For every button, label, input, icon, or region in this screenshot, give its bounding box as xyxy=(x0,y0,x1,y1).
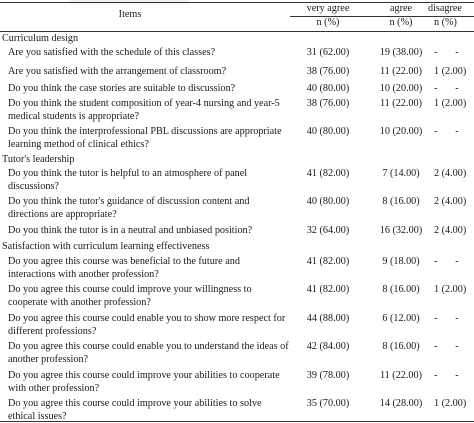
table-cell-disagree: 1 (2.00) xyxy=(434,98,467,109)
table-cell-disagree: - - xyxy=(434,313,459,324)
table-row-item: Are you satisfied with the arrangement o… xyxy=(8,66,227,77)
table-cell-very-agree: 39 (78.00) xyxy=(306,370,350,381)
table-cell-agree: 9 (18.00) xyxy=(382,256,420,267)
table-cell-agree: 19 (38.00) xyxy=(379,47,423,58)
table-cell-disagree: - - xyxy=(434,341,459,352)
table-row-item: Do you agree this course could enable yo… xyxy=(8,313,286,337)
table-cell-agree: 10 (20.00) xyxy=(379,83,423,94)
table-cell-very-agree: 44 (88.00) xyxy=(306,313,350,324)
table-cell-very-agree: 40 (80.00) xyxy=(306,83,350,94)
table-cell-very-agree: 32 (64.00) xyxy=(306,225,350,236)
table-cell-very-agree: 38 (76.00) xyxy=(306,98,350,109)
table-row-item: Do you think the tutor is helpful to an … xyxy=(8,168,248,192)
disagree-sub: n (%) xyxy=(434,17,457,28)
table-cell-disagree: - - xyxy=(434,370,459,381)
table-cell-agree: 8 (16.00) xyxy=(382,196,420,207)
section-title: Curriculum design xyxy=(2,33,79,44)
table-cell-agree: 14 (28.00) xyxy=(379,398,423,409)
table-row-item: Do you think the case stories are suitab… xyxy=(8,83,236,94)
table-cell-disagree: 1 (2.00) xyxy=(434,398,467,409)
table-cell-disagree: - - xyxy=(434,126,459,137)
table-cell-agree: 16 (32.00) xyxy=(379,225,423,236)
table-row-item: Do you think the tutor is in a neutral a… xyxy=(8,225,253,236)
table-cell-disagree: 1 (2.00) xyxy=(434,284,467,295)
items-header: Items xyxy=(118,9,142,20)
table-cell-very-agree: 42 (84.00) xyxy=(306,341,350,352)
table-row-item: Do you think the tutor's guidance of dis… xyxy=(8,196,250,220)
table-cell-disagree: 2 (4.00) xyxy=(434,196,467,207)
table-cell-very-agree: 40 (80.00) xyxy=(306,126,350,137)
table-row-item: Do you think the student composition of … xyxy=(8,98,280,122)
table-cell-very-agree: 41 (82.00) xyxy=(306,168,350,179)
section-title: Tutor's leadership xyxy=(2,154,75,165)
table-row-item: Do you agree this course could improve y… xyxy=(8,284,252,308)
section-title: Satisfaction with curriculum learning ef… xyxy=(2,241,210,252)
very-agree-sub: n (%) xyxy=(316,17,340,28)
table-cell-agree: 8 (16.00) xyxy=(382,341,420,352)
table-row-item: Do you agree this course was beneficial … xyxy=(8,256,240,280)
table-cell-disagree: - - xyxy=(434,83,459,94)
table-cell-disagree: - - xyxy=(434,47,459,58)
table-cell-agree: 11 (22.00) xyxy=(379,66,423,77)
table-cell-disagree: 2 (4.00) xyxy=(434,168,467,179)
table-cell-disagree: 1 (2.00) xyxy=(434,66,467,77)
table-row-item: Are you satisfied with the schedule of t… xyxy=(8,47,216,58)
top-rule xyxy=(0,2,474,3)
table-cell-very-agree: 31 (62.00) xyxy=(306,47,350,58)
table-row-item: Do you think the interprofessional PBL d… xyxy=(8,126,282,150)
table-cell-agree: 8 (16.00) xyxy=(382,284,420,295)
table-cell-disagree: 2 (4.00) xyxy=(434,225,467,236)
header-mid-rule xyxy=(290,16,474,17)
table-cell-agree: 11 (22.00) xyxy=(379,98,423,109)
table-cell-agree: 11 (22.00) xyxy=(379,370,423,381)
table-cell-very-agree: 41 (82.00) xyxy=(306,284,350,295)
bottom-rule xyxy=(0,421,474,422)
disagree-header: disagree xyxy=(428,3,462,14)
table-cell-very-agree: 38 (76.00) xyxy=(306,66,350,77)
table-cell-very-agree: 40 (80.00) xyxy=(306,196,350,207)
table-row-item: Do you agree this course could improve y… xyxy=(8,370,280,394)
very-agree-header: very agree xyxy=(306,3,350,14)
table-cell-disagree: - - xyxy=(434,256,459,267)
agree-header: agree xyxy=(389,3,413,14)
agree-sub: n (%) xyxy=(389,17,413,28)
table-cell-agree: 10 (20.00) xyxy=(379,126,423,137)
header-bottom-rule xyxy=(0,31,474,32)
table-cell-agree: 6 (12.00) xyxy=(382,313,420,324)
table-row-item: Do you agree this course could enable yo… xyxy=(8,341,289,365)
table-row-item: Do you agree this course could improve y… xyxy=(8,398,262,422)
table-cell-very-agree: 35 (70.00) xyxy=(306,398,350,409)
table-cell-very-agree: 41 (82.00) xyxy=(306,256,350,267)
table-cell-agree: 7 (14.00) xyxy=(382,168,420,179)
